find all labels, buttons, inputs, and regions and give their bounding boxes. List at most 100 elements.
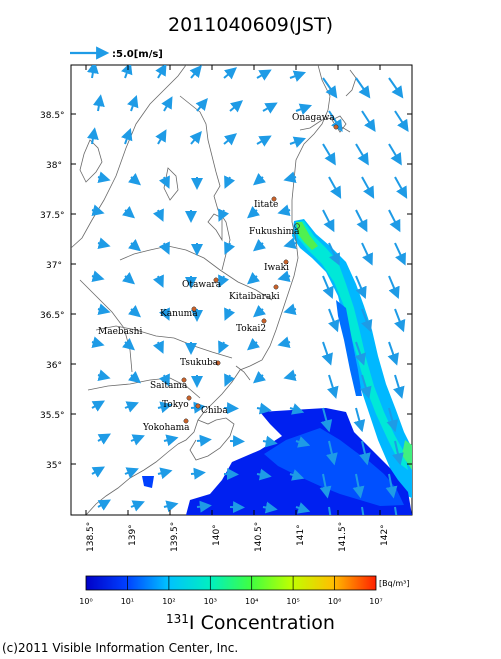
wind-arrow <box>262 102 278 114</box>
wind-arrow <box>319 473 332 499</box>
wind-arrow <box>322 275 334 300</box>
wind-arrow <box>189 131 202 145</box>
wind-arrow <box>158 307 170 321</box>
wind-arrow <box>152 274 164 288</box>
wind-arrow <box>277 336 291 349</box>
colorbar-unit: [Bq/m³] <box>379 579 410 588</box>
wind-arrow <box>86 127 99 145</box>
city-label: Saitama <box>150 381 188 391</box>
wind-arrow <box>224 241 236 255</box>
wind-arrow <box>121 206 136 219</box>
wind-arrow <box>394 308 406 333</box>
wind-arrow <box>283 171 297 184</box>
wind-arrow <box>328 308 340 333</box>
city-dot <box>183 418 189 424</box>
wind-arrow <box>218 274 230 288</box>
wind-arrow <box>394 110 409 133</box>
wind-reference-label: :5.0[m/s] <box>112 49 163 60</box>
wind-arrow <box>91 400 105 412</box>
wind-arrow <box>190 467 206 480</box>
wind-arrow <box>127 173 142 186</box>
wind-arrow <box>360 374 372 399</box>
wind-arrow <box>328 176 342 199</box>
wind-arrow <box>224 373 236 387</box>
wind-arrow <box>394 242 406 266</box>
wind-arrow <box>387 341 399 366</box>
lon-label: 139° <box>128 524 138 546</box>
colorbar-tick-label: 10⁰ <box>79 597 92 606</box>
city-dot <box>261 318 267 324</box>
wind-arrow <box>359 440 371 466</box>
latitude-axis <box>71 113 412 465</box>
wind-arrow <box>352 473 365 499</box>
lon-label: 138.5° <box>86 522 96 552</box>
wind-arrow <box>289 403 305 415</box>
wind-arrow <box>392 440 404 466</box>
city-dot <box>271 196 277 202</box>
city-label: Iwaki <box>264 263 289 273</box>
lat-label: 36° <box>46 361 62 371</box>
wind-arrow <box>320 407 333 433</box>
wind-arrow <box>322 77 338 99</box>
wind-arrow <box>355 275 367 300</box>
wind-arrow <box>361 308 373 333</box>
map-title: 2011040609(JST) <box>168 14 333 36</box>
wind-arrow <box>256 69 272 81</box>
lon-label: 140.5° <box>254 522 264 552</box>
wind-arrow <box>361 176 375 199</box>
city-label: Tokai2 <box>236 324 266 334</box>
longitude-labels: 138.5° 139° 139.5° 140° 140.5° 141° 141.… <box>86 522 390 552</box>
wind-arrow <box>121 65 133 79</box>
city-label: Kanuma <box>160 309 198 319</box>
wind-arrow <box>256 135 272 147</box>
wind-arrow <box>163 500 179 513</box>
colorbar-labels: 10⁰ 10¹ 10² 10³ 10⁴ 10⁵ 10⁶ 10⁷ <box>79 597 382 606</box>
wind-arrow <box>256 402 272 415</box>
wind-arrow <box>91 336 105 349</box>
wind-arrow <box>152 340 164 354</box>
wind-arrow <box>127 94 139 112</box>
city-dot <box>273 284 279 290</box>
longitude-axis <box>85 65 381 515</box>
lat-label: 35° <box>46 461 62 471</box>
wind-arrow <box>295 436 311 448</box>
wind-arrow <box>252 371 267 384</box>
wind-arrow <box>91 204 105 217</box>
wind-arrow <box>130 500 145 512</box>
wind-arrow <box>97 237 111 250</box>
wind-arrow <box>97 499 111 511</box>
wind-arrow <box>386 407 399 433</box>
wind-arrow <box>289 469 305 481</box>
wind-arrow <box>163 434 179 447</box>
wind-arrow <box>130 434 145 446</box>
colorbar-title-text: I Concentration <box>188 612 335 634</box>
city-dot <box>213 277 219 283</box>
wind-arrow <box>353 407 366 433</box>
wind-arrow <box>252 239 267 252</box>
wind-arrow <box>152 208 164 222</box>
wind-arrow <box>252 173 267 186</box>
wind-arrow <box>321 341 333 366</box>
colorbar-tick-label: 10⁷ <box>369 597 382 606</box>
isotope-number: 131 <box>166 612 189 626</box>
wind-arrow <box>322 209 335 233</box>
wind-arrow <box>195 98 208 112</box>
city-label: Iitate <box>254 200 278 210</box>
colorbar-tick-label: 10² <box>162 597 175 606</box>
wind-arrow <box>262 501 278 514</box>
wind-arrow <box>124 467 139 479</box>
wind-arrow <box>218 208 230 222</box>
wind-arrow <box>283 303 297 316</box>
wind-arrow <box>161 96 173 112</box>
city-dot <box>195 403 201 409</box>
wind-arrow <box>388 77 404 99</box>
lat-label: 36.5° <box>40 311 65 321</box>
colorbar-tick-label: 10⁶ <box>328 597 341 606</box>
lat-label: 38° <box>46 161 62 171</box>
wind-arrow <box>224 307 236 321</box>
wind-arrow <box>262 435 278 448</box>
wind-arrow <box>124 401 139 413</box>
city-dot <box>191 306 197 312</box>
wind-arrow <box>229 100 243 113</box>
lat-label: 37.5° <box>40 211 65 221</box>
